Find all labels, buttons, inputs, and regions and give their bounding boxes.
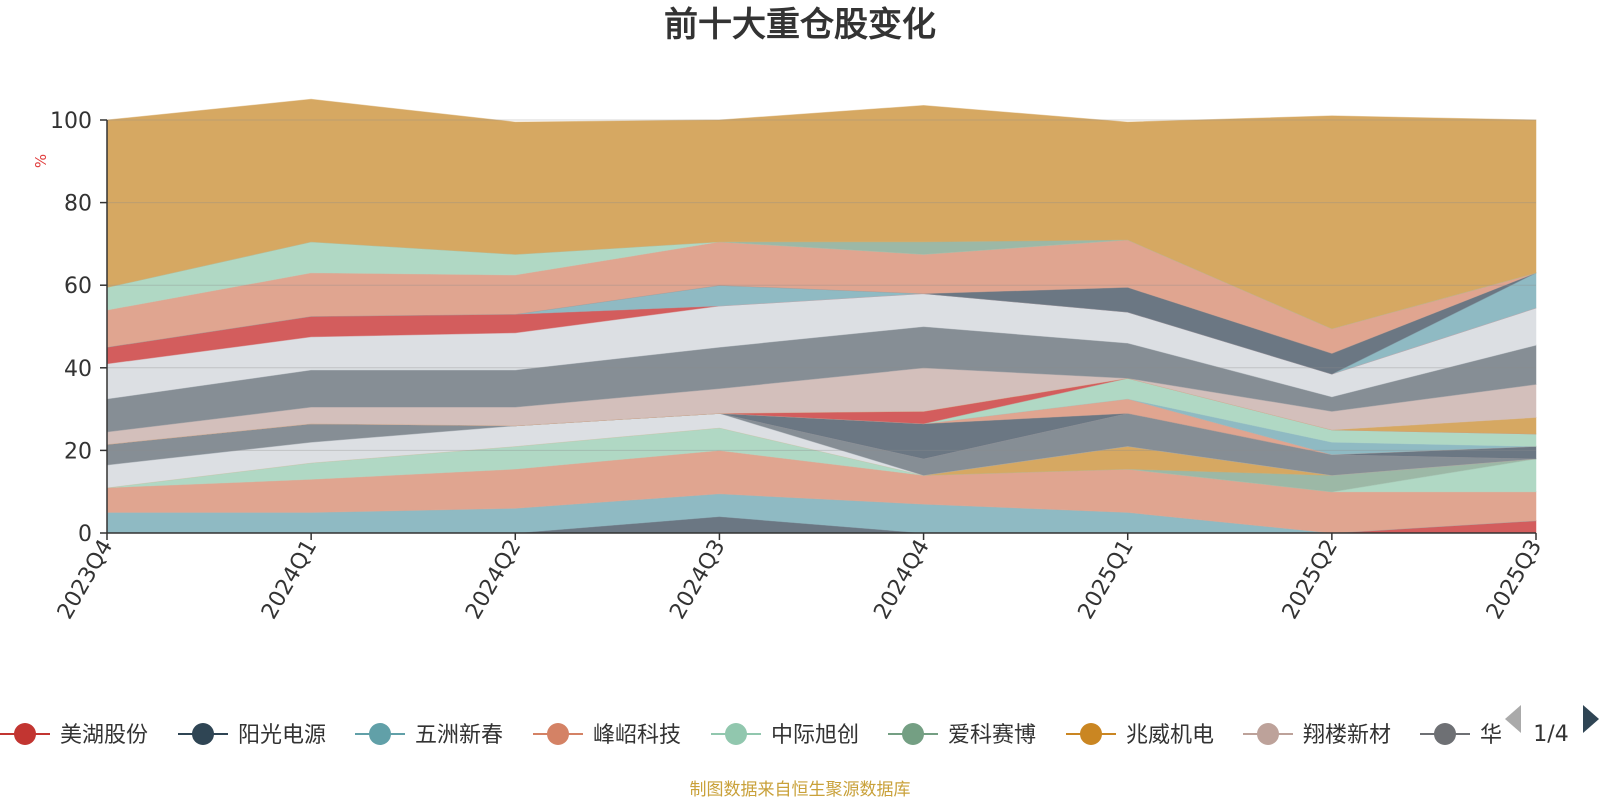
legend-item-5[interactable]: 爱科赛博 xyxy=(888,723,1036,748)
legend-label: 爱科赛博 xyxy=(948,723,1036,748)
legend-marker-icon xyxy=(902,723,924,745)
x-tick-label-5: 2025Q1 xyxy=(1074,536,1139,624)
y-tick-label-3: 60 xyxy=(64,274,92,299)
legend-label: 峰岹科技 xyxy=(593,723,681,748)
legend-marker-icon xyxy=(1080,723,1102,745)
y-tick-label-5: 100 xyxy=(50,109,92,134)
legend: 美湖股份 阳光电源 五洲新春 峰岹科技 中际旭创 爱科赛博 兆威机电 翔楼新材 华 xyxy=(0,723,1502,748)
grid-lines xyxy=(107,119,1536,451)
y-tick-label-4: 80 xyxy=(64,192,92,217)
legend-label: 华 xyxy=(1480,723,1502,748)
y-axis-unit-label: % xyxy=(32,154,50,168)
y-axis-ticks: 0 20 40 60 80 100 xyxy=(50,109,107,547)
legend-item-0[interactable]: 美湖股份 xyxy=(0,723,148,748)
x-tick-label-7: 2025Q3 xyxy=(1482,536,1547,624)
legend-page-indicator: 1/4 xyxy=(1533,722,1568,747)
legend-marker-icon xyxy=(725,723,747,745)
y-tick-label-1: 20 xyxy=(64,439,92,464)
area-series-25 xyxy=(106,98,1537,330)
x-tick-label-1: 2024Q1 xyxy=(257,536,322,624)
y-tick-label-2: 40 xyxy=(64,357,92,382)
legend-item-1[interactable]: 阳光电源 xyxy=(178,723,326,748)
legend-prev-page-icon[interactable] xyxy=(1505,705,1521,733)
legend-marker-icon xyxy=(1434,723,1456,745)
area-layers xyxy=(106,98,1537,534)
y-tick-label-0: 0 xyxy=(78,522,92,547)
x-tick-label-3: 2024Q3 xyxy=(665,536,730,624)
legend-label: 中际旭创 xyxy=(771,723,859,748)
legend-pager: 1/4 xyxy=(1505,705,1599,747)
legend-marker-icon xyxy=(547,723,569,745)
legend-item-6[interactable]: 兆威机电 xyxy=(1066,723,1214,748)
legend-item-4[interactable]: 中际旭创 xyxy=(711,723,859,748)
x-tick-label-6: 2025Q2 xyxy=(1278,536,1343,624)
legend-item-2[interactable]: 五洲新春 xyxy=(355,723,503,748)
x-tick-label-0: 2023Q4 xyxy=(53,536,118,624)
legend-marker-icon xyxy=(192,723,214,745)
legend-label: 翔楼新材 xyxy=(1303,723,1391,748)
legend-label: 五洲新春 xyxy=(415,723,503,748)
legend-item-8[interactable]: 华 xyxy=(1420,723,1502,748)
x-tick-label-2: 2024Q2 xyxy=(461,536,526,624)
legend-marker-icon xyxy=(369,723,391,745)
legend-marker-icon xyxy=(1257,723,1279,745)
data-source-note: 制图数据来自恒生聚源数据库 xyxy=(690,780,911,800)
x-tick-label-4: 2024Q4 xyxy=(869,536,934,624)
legend-next-page-icon[interactable] xyxy=(1583,705,1599,733)
legend-item-3[interactable]: 峰岹科技 xyxy=(533,723,681,748)
chart-title: 前十大重仓股变化 xyxy=(664,5,936,45)
legend-marker-icon xyxy=(14,723,36,745)
legend-item-7[interactable]: 翔楼新材 xyxy=(1243,723,1391,748)
legend-label: 兆威机电 xyxy=(1126,723,1214,748)
axes xyxy=(106,120,1536,534)
legend-label: 阳光电源 xyxy=(238,723,326,748)
x-axis-ticks: 2023Q4 2024Q1 2024Q2 2024Q3 2024Q4 2025Q1 2025… xyxy=(53,533,1547,624)
legend-label: 美湖股份 xyxy=(60,723,148,748)
